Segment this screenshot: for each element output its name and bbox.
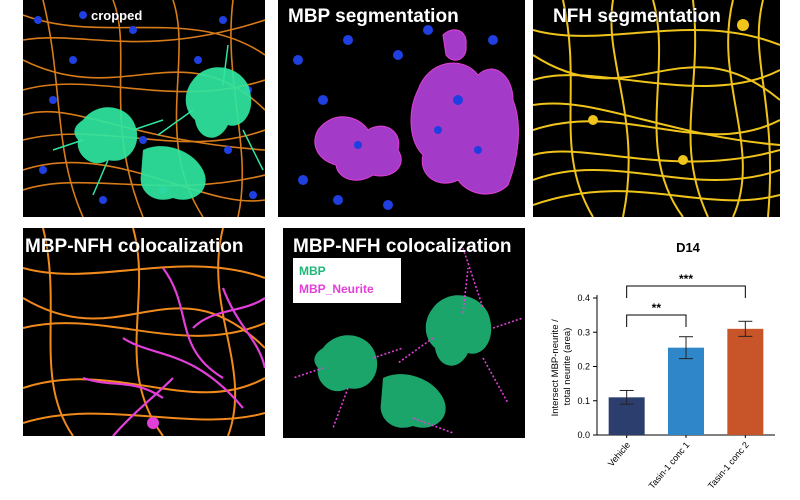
mbp-nfh-colocalization-panel-2: MBP-NFH colocalization MBP MBP_Neurite [283, 228, 525, 438]
y-tick-label: 0.4 [577, 293, 590, 303]
x-tick-label: Tasin-1 conc 2 [706, 440, 751, 491]
significance-bracket [626, 314, 687, 327]
mbp-nfh-colocalization-image-2 [292, 247, 524, 434]
bar [668, 347, 704, 435]
y-tick-label: 0.3 [577, 327, 590, 337]
x-tick-label: Tasin-1 conc 1 [647, 440, 692, 491]
y-axis-label-line-1: Intersect MBP-neurite / [550, 319, 561, 417]
legend: MBP MBP_Neurite [293, 258, 401, 303]
bar [727, 328, 764, 435]
y-tick-label: 0.0 [577, 430, 590, 440]
cropped-image-panel: cropped [23, 0, 265, 217]
mbp-nfh-colocalization-image-1 [23, 228, 265, 436]
y-tick-label: 0.1 [577, 396, 590, 406]
legend-item-mbp-neurite: MBP_Neurite [299, 282, 374, 296]
y-axis-label-line-2: total neurite (area) [562, 328, 573, 406]
chart-bars [608, 320, 764, 435]
chart-title: D14 [676, 240, 701, 255]
x-tick-labels: Vehicle Tasin-1 conc 1 Tasin-1 conc 2 [606, 435, 751, 491]
mbp-nfh-colocalization-title-1: MBP-NFH colocalization [25, 236, 244, 257]
significance-brackets: ***** [626, 272, 746, 327]
cropped-title: cropped [91, 8, 143, 23]
mbp-segmentation-image [293, 25, 519, 210]
mbp-nfh-colocalization-title-2: MBP-NFH colocalization [293, 236, 512, 257]
nfh-segmentation-title: NFH segmentation [553, 6, 721, 27]
mbp-segmentation-panel: MBP segmentation [278, 0, 525, 217]
y-tick-label: 0.2 [577, 362, 590, 372]
nfh-segmentation-image [533, 0, 780, 217]
significance-bracket [626, 285, 746, 298]
nfh-segmentation-panel: NFH segmentation [533, 0, 780, 217]
mbp-nfh-colocalization-panel-1: MBP-NFH colocalization [23, 228, 265, 436]
cropped-image [23, 0, 265, 217]
significance-label: *** [679, 272, 693, 286]
x-tick-label: Vehicle [606, 440, 632, 469]
significance-label: ** [652, 301, 662, 315]
bar-chart: D14 Intersect MBP-neurite / total neurit… [550, 240, 775, 491]
mbp-segmentation-title: MBP segmentation [288, 6, 459, 27]
y-axis-label: Intersect MBP-neurite / total neurite (a… [550, 317, 573, 417]
legend-item-mbp: MBP [299, 264, 326, 278]
